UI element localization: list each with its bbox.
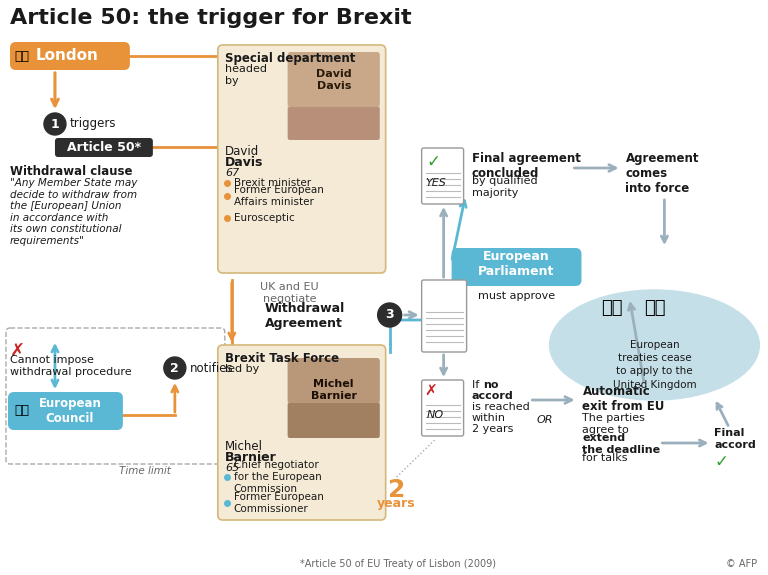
Text: 1: 1 bbox=[51, 117, 59, 131]
Text: David
Davis: David Davis bbox=[316, 69, 352, 91]
Text: European
treaties cease
to apply to the
United Kingdom: European treaties cease to apply to the … bbox=[613, 340, 697, 390]
Text: 3: 3 bbox=[386, 309, 394, 321]
Text: Brexit minister: Brexit minister bbox=[233, 178, 311, 188]
Text: triggers: triggers bbox=[70, 117, 117, 131]
Text: 2 years: 2 years bbox=[472, 424, 513, 434]
Text: Brexit Task Force: Brexit Task Force bbox=[225, 352, 339, 365]
Text: years: years bbox=[377, 497, 416, 510]
FancyBboxPatch shape bbox=[288, 358, 379, 403]
Text: is reached: is reached bbox=[472, 402, 529, 412]
Text: notifies: notifies bbox=[190, 362, 233, 374]
Text: Special department: Special department bbox=[225, 52, 355, 65]
FancyBboxPatch shape bbox=[288, 52, 379, 107]
Text: Michel
Barnier: Michel Barnier bbox=[311, 379, 356, 401]
Ellipse shape bbox=[550, 290, 760, 400]
Text: Withdrawal
Agreement: Withdrawal Agreement bbox=[265, 302, 345, 330]
FancyBboxPatch shape bbox=[288, 52, 379, 140]
Text: Final agreement
concluded: Final agreement concluded bbox=[472, 152, 581, 180]
FancyBboxPatch shape bbox=[288, 107, 379, 140]
Text: must approve: must approve bbox=[478, 291, 555, 301]
Text: Barnier: Barnier bbox=[225, 451, 276, 464]
Text: 🇪🇺: 🇪🇺 bbox=[14, 404, 29, 417]
FancyBboxPatch shape bbox=[55, 138, 153, 157]
Text: extend
the deadline: extend the deadline bbox=[582, 433, 660, 455]
Text: 2: 2 bbox=[170, 362, 179, 374]
FancyBboxPatch shape bbox=[10, 42, 130, 70]
Text: no: no bbox=[484, 380, 499, 390]
Text: © AFP: © AFP bbox=[727, 559, 757, 569]
Text: European
Parliament: European Parliament bbox=[478, 250, 554, 278]
FancyBboxPatch shape bbox=[422, 280, 467, 352]
FancyBboxPatch shape bbox=[218, 45, 386, 273]
Text: 2: 2 bbox=[388, 478, 406, 502]
Text: Final
accord: Final accord bbox=[714, 428, 756, 450]
FancyBboxPatch shape bbox=[422, 148, 464, 204]
Text: Cannot impose
withdrawal procedure: Cannot impose withdrawal procedure bbox=[10, 355, 131, 377]
Circle shape bbox=[44, 113, 66, 135]
Text: led by: led by bbox=[225, 364, 259, 374]
Circle shape bbox=[164, 357, 186, 379]
Text: ✓: ✓ bbox=[714, 453, 728, 471]
Text: headed
by: headed by bbox=[225, 64, 266, 86]
Text: ✗: ✗ bbox=[10, 342, 25, 360]
Text: European
Council: European Council bbox=[38, 397, 101, 425]
FancyBboxPatch shape bbox=[288, 403, 379, 438]
Text: London: London bbox=[36, 48, 99, 63]
FancyBboxPatch shape bbox=[8, 392, 123, 430]
Text: If: If bbox=[472, 380, 482, 390]
Text: Time limit: Time limit bbox=[119, 466, 170, 476]
FancyBboxPatch shape bbox=[452, 248, 581, 286]
Text: Eurosceptic: Eurosceptic bbox=[233, 213, 295, 223]
Text: 🇬🇧: 🇬🇧 bbox=[601, 299, 622, 317]
Text: Automatic
exit from EU: Automatic exit from EU bbox=[582, 385, 665, 413]
Text: OR: OR bbox=[537, 415, 553, 425]
FancyBboxPatch shape bbox=[288, 358, 379, 438]
Text: within: within bbox=[472, 413, 505, 423]
Text: Chief negotiator
for the European
Commission: Chief negotiator for the European Commis… bbox=[233, 461, 322, 493]
Text: 67: 67 bbox=[225, 168, 239, 178]
Text: 🇪🇺: 🇪🇺 bbox=[644, 299, 665, 317]
Text: Former European
Affairs minister: Former European Affairs minister bbox=[233, 185, 323, 207]
Text: for talks: for talks bbox=[582, 453, 628, 463]
Circle shape bbox=[378, 303, 402, 327]
Text: 65: 65 bbox=[225, 463, 239, 473]
Text: UK and EU
negotiate: UK and EU negotiate bbox=[260, 282, 319, 304]
Text: ✓: ✓ bbox=[427, 153, 441, 171]
Text: *Article 50 of EU Treaty of Lisbon (2009): *Article 50 of EU Treaty of Lisbon (2009… bbox=[300, 559, 495, 569]
Text: Withdrawal clause: Withdrawal clause bbox=[10, 165, 133, 178]
FancyBboxPatch shape bbox=[218, 345, 386, 520]
Text: "Any Member State may
decide to withdraw from
the [European] Union
in accordance: "Any Member State may decide to withdraw… bbox=[10, 178, 137, 246]
Text: David: David bbox=[225, 145, 259, 158]
Text: NO: NO bbox=[427, 410, 444, 420]
Text: Agreement
comes
into force: Agreement comes into force bbox=[625, 152, 699, 195]
Text: Article 50*: Article 50* bbox=[67, 141, 141, 154]
Text: The parties
agree to: The parties agree to bbox=[582, 413, 645, 435]
Text: Article 50: the trigger for Brexit: Article 50: the trigger for Brexit bbox=[10, 8, 412, 28]
Text: Former European
Commissioner: Former European Commissioner bbox=[233, 492, 323, 514]
Text: YES: YES bbox=[425, 178, 446, 188]
Text: by qualified
majority: by qualified majority bbox=[472, 176, 537, 198]
FancyBboxPatch shape bbox=[422, 380, 464, 436]
Text: ✗: ✗ bbox=[425, 384, 438, 399]
Text: Davis: Davis bbox=[225, 156, 263, 169]
Text: accord: accord bbox=[472, 391, 513, 401]
Text: 🇬🇧: 🇬🇧 bbox=[14, 49, 29, 63]
Text: Michel: Michel bbox=[225, 440, 263, 453]
